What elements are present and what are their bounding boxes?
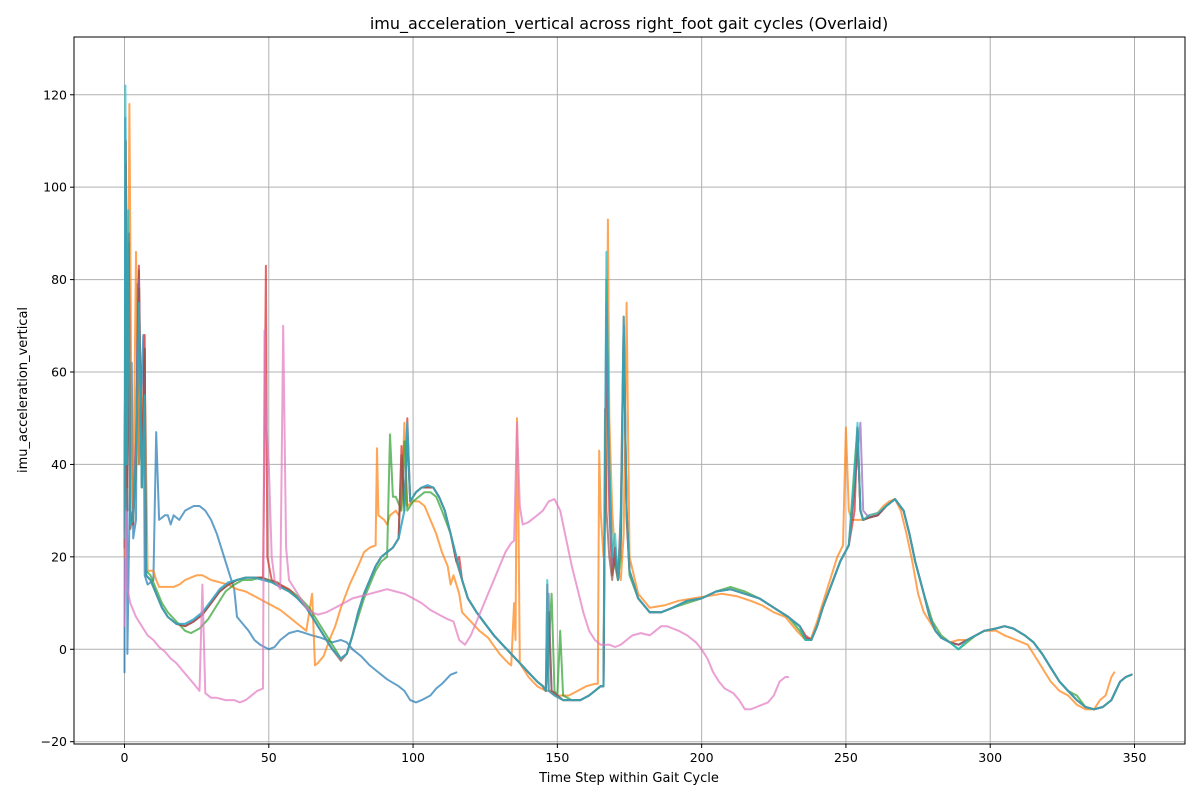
x-tick-label: 150 [545,750,569,765]
x-tick-label: 0 [121,750,129,765]
x-tick-label: 300 [978,750,1002,765]
series-line-7 [123,84,1133,711]
grid [74,37,1185,744]
y-tick-label: 40 [51,457,67,472]
x-axis-label: Time Step within Gait Cycle [538,771,719,786]
x-tick-label: 50 [261,750,277,765]
x-tick-label: 350 [1123,750,1147,765]
x-tick-label: 250 [834,750,858,765]
y-tick-label: −20 [41,734,67,749]
series-line-2 [123,103,1116,711]
plot-area-frame [73,36,1186,745]
x-tick-label: 100 [401,750,425,765]
y-tick-label: 120 [43,87,67,102]
y-tick-label: 60 [51,365,67,380]
y-tick-label: 20 [51,549,67,564]
x-tick-label: 200 [690,750,714,765]
series-layer [123,84,1133,711]
axis-ticks: 0 50 100 150 200 250 300 350 −20 0 20 40 60 80 100 120 [41,87,1147,765]
y-tick-label: 80 [51,272,67,287]
y-tick-label: 0 [59,642,67,657]
y-axis-label: imu_acceleration_vertical [16,307,31,473]
chart-title: imu_acceleration_vertical across right_f… [370,14,888,34]
series-line-1 [123,116,458,704]
series-line-8 [123,324,790,711]
y-tick-label: 100 [43,180,67,195]
